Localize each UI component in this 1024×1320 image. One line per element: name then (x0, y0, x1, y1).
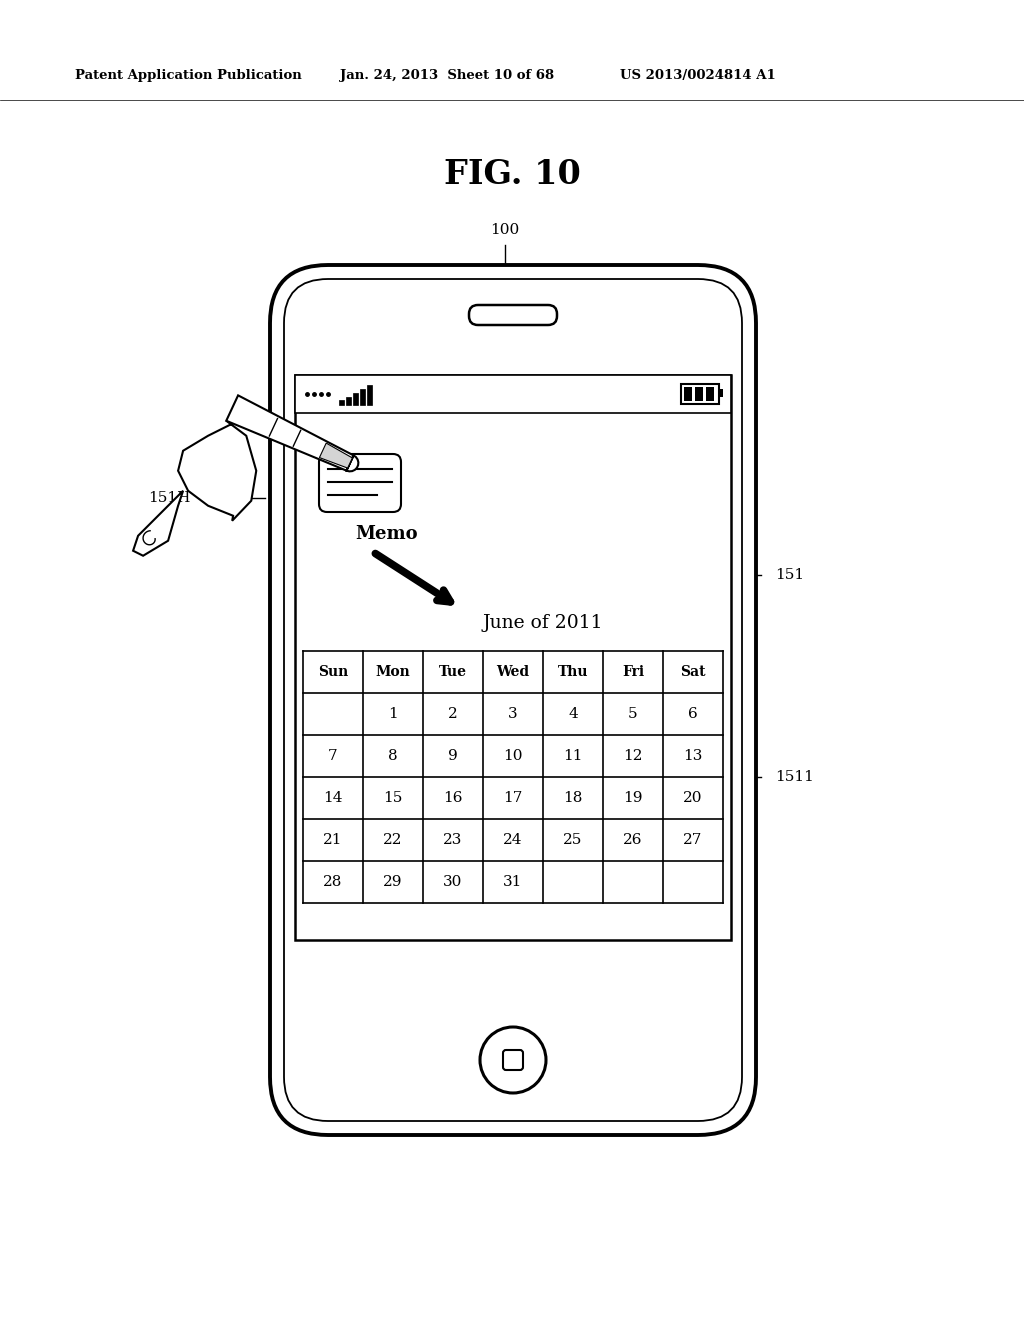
Text: Wed: Wed (497, 665, 529, 678)
Text: 18: 18 (563, 791, 583, 805)
Text: US 2013/0024814 A1: US 2013/0024814 A1 (620, 69, 776, 82)
FancyBboxPatch shape (319, 454, 401, 512)
Text: 7: 7 (328, 748, 338, 763)
Bar (339, 400, 344, 405)
Text: Sun: Sun (317, 665, 348, 678)
Text: Memo: Memo (355, 525, 418, 543)
Text: FIG. 10: FIG. 10 (443, 158, 581, 191)
Text: 29: 29 (383, 875, 402, 888)
Text: 12: 12 (624, 748, 643, 763)
Text: 9: 9 (449, 748, 458, 763)
Text: Jan. 24, 2013  Sheet 10 of 68: Jan. 24, 2013 Sheet 10 of 68 (340, 69, 554, 82)
Bar (681, 384, 719, 404)
Text: Mon: Mon (376, 665, 411, 678)
Text: Tue: Tue (439, 665, 467, 678)
Text: 5: 5 (628, 708, 638, 721)
Text: 28: 28 (324, 875, 343, 888)
Text: 31: 31 (504, 875, 522, 888)
Text: 21: 21 (324, 833, 343, 847)
Text: 15: 15 (383, 791, 402, 805)
Text: 8: 8 (388, 748, 397, 763)
Bar (353, 393, 358, 405)
Text: 3: 3 (508, 708, 518, 721)
Text: 100: 100 (490, 223, 519, 238)
Text: 16: 16 (443, 791, 463, 805)
Text: 19: 19 (624, 791, 643, 805)
Polygon shape (226, 396, 358, 471)
FancyBboxPatch shape (469, 305, 557, 325)
Text: 4: 4 (568, 708, 578, 721)
Text: Sat: Sat (680, 665, 706, 678)
Text: 22: 22 (383, 833, 402, 847)
Text: 1: 1 (388, 708, 398, 721)
Text: Thu: Thu (558, 665, 588, 678)
Bar (295, 375, 731, 940)
Polygon shape (319, 444, 352, 469)
Bar (695, 387, 703, 401)
Text: 2: 2 (449, 708, 458, 721)
Text: 24: 24 (503, 833, 522, 847)
Bar (719, 389, 723, 397)
Text: Patent Application Publication: Patent Application Publication (75, 69, 302, 82)
Text: 11: 11 (563, 748, 583, 763)
Text: Fri: Fri (622, 665, 644, 678)
Polygon shape (178, 421, 256, 521)
Text: 25: 25 (563, 833, 583, 847)
FancyBboxPatch shape (270, 265, 756, 1135)
Text: 14: 14 (324, 791, 343, 805)
Text: 151: 151 (775, 568, 804, 582)
Text: 10: 10 (503, 748, 522, 763)
Text: 30: 30 (443, 875, 463, 888)
Text: 17: 17 (504, 791, 522, 805)
Bar (684, 387, 692, 401)
Text: 6: 6 (688, 708, 698, 721)
Text: 13: 13 (683, 748, 702, 763)
Bar (295, 375, 731, 413)
Text: 23: 23 (443, 833, 463, 847)
Bar (346, 397, 351, 405)
Text: 27: 27 (683, 833, 702, 847)
Text: 151H: 151H (148, 491, 190, 506)
Bar (360, 389, 365, 405)
Text: June of 2011: June of 2011 (482, 614, 603, 632)
Circle shape (480, 1027, 546, 1093)
Bar (706, 387, 714, 401)
Polygon shape (133, 491, 183, 556)
Bar (367, 385, 372, 405)
Text: 1511: 1511 (775, 770, 814, 784)
Text: 26: 26 (624, 833, 643, 847)
Text: 20: 20 (683, 791, 702, 805)
